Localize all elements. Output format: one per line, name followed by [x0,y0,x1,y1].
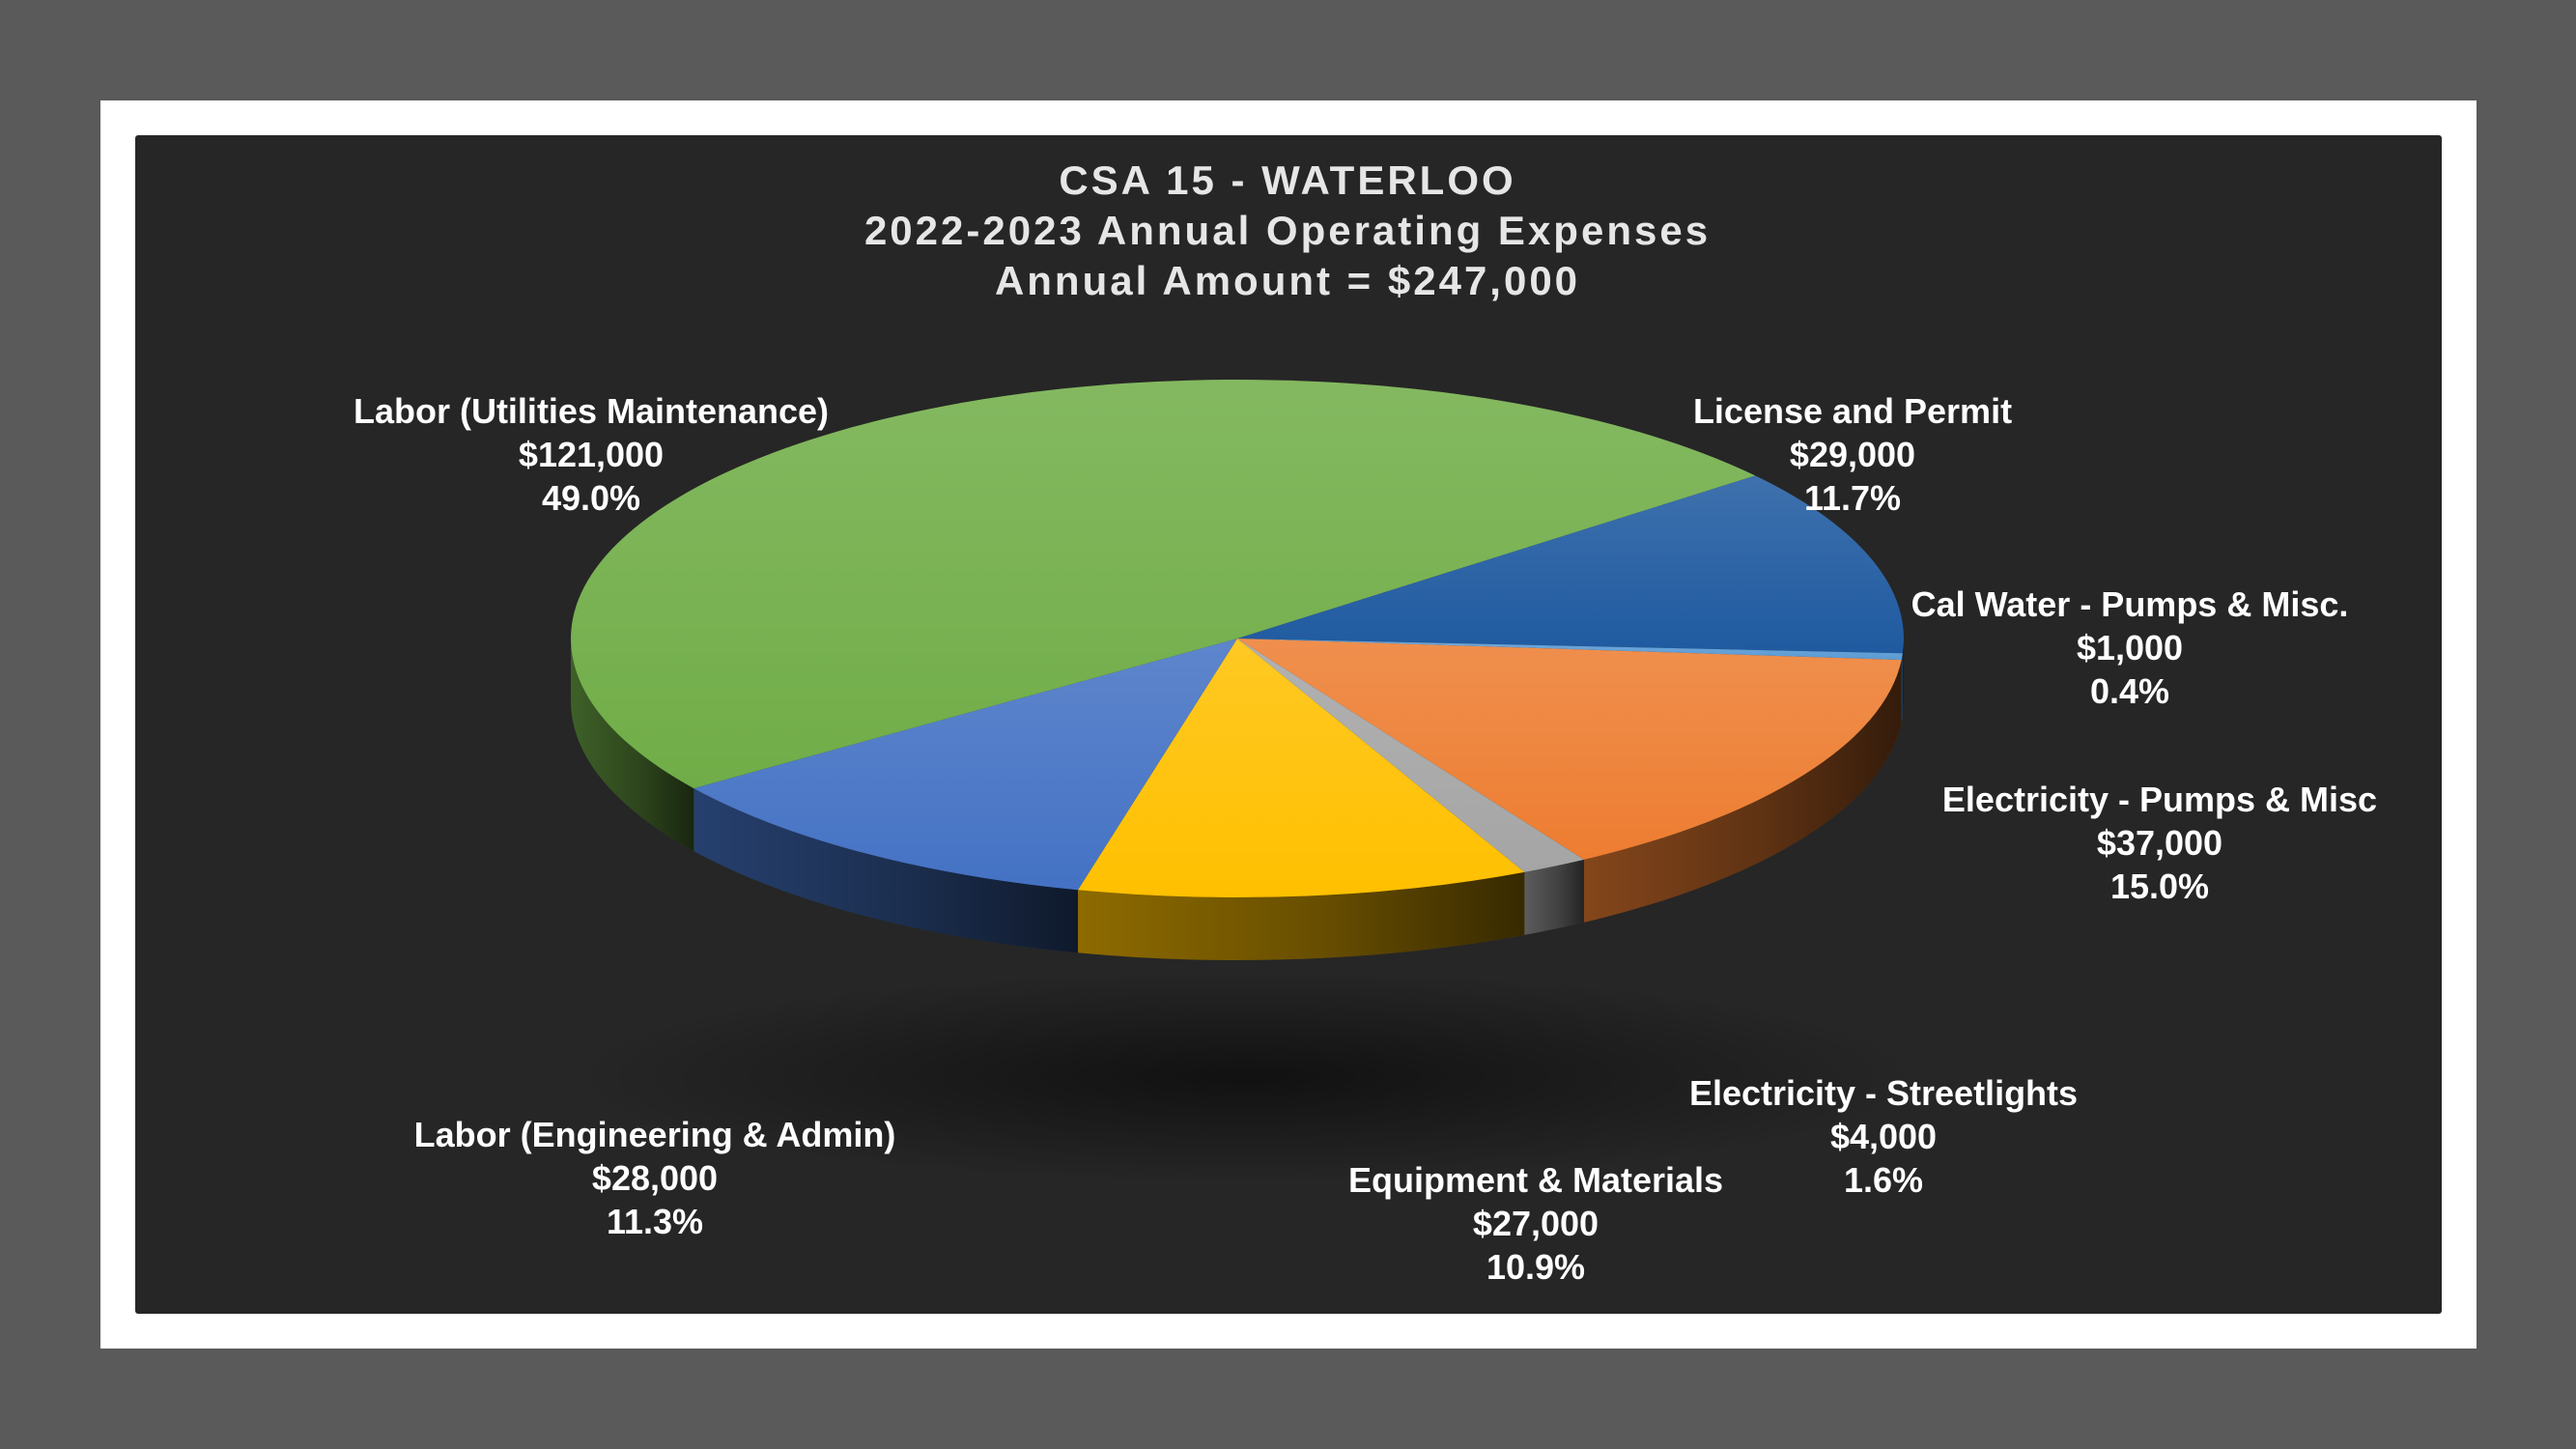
pie-shadow [570,971,1922,1183]
slice-label-name-cal-water-pumps-misc: Cal Water - Pumps & Misc. [1911,584,2349,624]
slice-label-name-labor-engineering-admin: Labor (Engineering & Admin) [414,1115,896,1154]
slice-label-amount-license-and-permit: $29,000 [1790,435,1915,474]
slice-label-amount-labor-utilities-maintenance: $121,000 [519,435,664,474]
slice-side-shade-equipment-materials [1078,871,1525,960]
slice-label-amount-cal-water-pumps-misc: $1,000 [2077,628,2183,668]
pie-labels: License and Permit $29,000 11.7% Cal Water … [354,391,2377,1287]
slice-label-percent-equipment-materials: 10.9% [1486,1247,1585,1287]
title-line-1: CSA 15 - WATERLOO [1059,157,1515,203]
chart-title: CSA 15 - WATERLOO 2022-2023 Annual Opera… [864,157,1711,303]
slice-label-name-electricity-streetlights: Electricity - Streetlights [1689,1073,2078,1113]
title-line-3: Annual Amount = $247,000 [995,258,1580,303]
slice-sheen-labor-utilities-maintenance [571,380,1756,789]
slice-sheen-cal-water-pumps-misc [1237,639,1903,661]
slice-label-percent-labor-utilities-maintenance: 49.0% [542,478,640,518]
slice-side-shade-cal-water-pumps-misc [1901,653,1903,724]
slice-label-amount-electricity-streetlights: $4,000 [1830,1117,1937,1156]
slice-side-shade-electricity-streetlights [1524,859,1584,935]
slice-side-shade-electricity-pumps-misc [1583,660,1902,923]
pie-sides [571,639,1904,960]
slice-side-shade-labor-engineering-admin [694,788,1079,953]
slice-label-amount-labor-engineering-admin: $28,000 [592,1158,718,1198]
slice-label-percent-license-and-permit: 11.7% [1804,478,1901,518]
slice-sheen-labor-engineering-admin [694,639,1237,891]
title-line-2: 2022-2023 Annual Operating Expenses [864,208,1711,253]
slice-label-amount-electricity-pumps-misc: $37,000 [2097,823,2222,863]
slice-sheen-electricity-pumps-misc [1237,639,1902,860]
slice-label-percent-labor-engineering-admin: 11.3% [607,1202,703,1241]
slice-label-percent-electricity-streetlights: 1.6% [1844,1160,1923,1200]
slice-label-name-electricity-pumps-misc: Electricity - Pumps & Misc [1942,780,2377,819]
slice-label-name-license-and-permit: License and Permit [1693,391,2012,431]
slice-side-shade-license-and-permit [1902,639,1904,717]
slice-label-amount-equipment-materials: $27,000 [1473,1204,1599,1243]
slice-label-name-equipment-materials: Equipment & Materials [1348,1160,1723,1200]
slice-label-name-labor-utilities-maintenance: Labor (Utilities Maintenance) [354,391,829,431]
slice-side-shade-labor-utilities-maintenance [571,639,694,852]
slice-label-percent-cal-water-pumps-misc: 0.4% [2090,671,2169,711]
slice-label-percent-electricity-pumps-misc: 15.0% [2110,867,2209,906]
slice-sheen-electricity-streetlights [1237,639,1584,872]
slice-sheen-license-and-permit [1237,475,1904,654]
pie-tops [571,380,1904,897]
slice-sheen-equipment-materials [1078,639,1525,897]
